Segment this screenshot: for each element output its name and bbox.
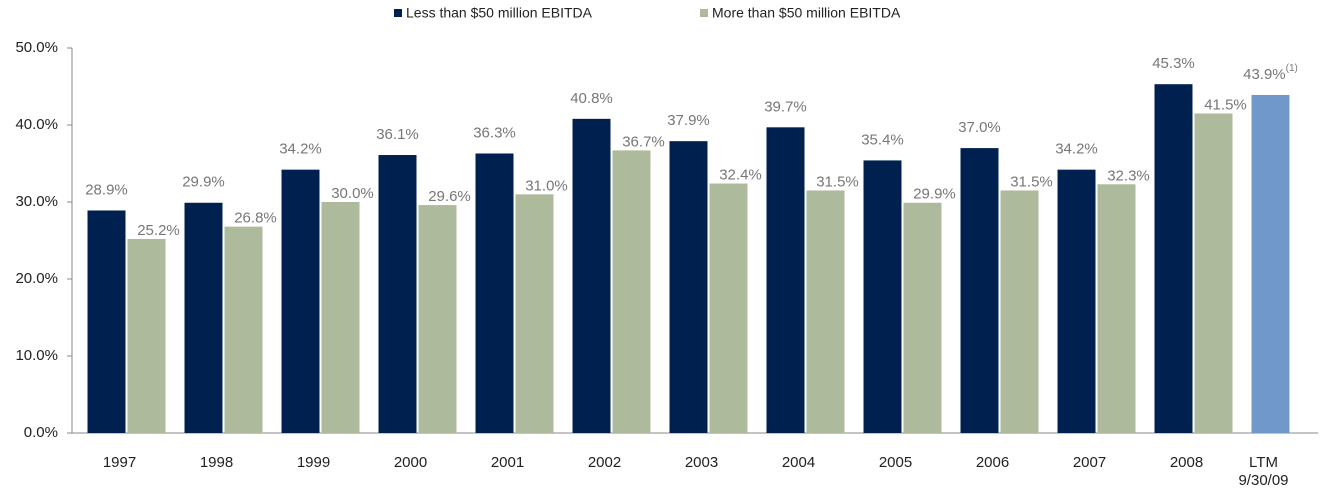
value-label: 41.5% [1204,96,1247,113]
value-label: 36.7% [622,133,665,150]
bar [709,183,748,433]
bar [475,153,514,434]
value-label: 45.3% [1152,55,1195,72]
bar [766,127,805,433]
x-tick-label: 1997 [103,454,136,471]
bar [224,226,263,433]
x-tick-label: 2007 [1073,454,1106,471]
bar [1194,113,1233,433]
x-tick-label: 1998 [200,454,233,471]
y-tick-label: 40.0% [15,116,58,133]
bar [418,205,457,433]
value-label: 37.9% [667,112,710,129]
legend-swatch [700,9,708,17]
value-label: 40.8% [570,90,613,107]
value-label: 25.2% [137,222,180,239]
value-label: 29.9% [913,186,956,203]
x-tick-label: 1999 [297,454,330,471]
bar [1154,84,1193,433]
bar [903,202,942,433]
value-label: 29.9% [182,174,225,191]
value-label-note: (1) [1286,63,1298,74]
x-tick-label: 2002 [588,454,621,471]
value-label: 37.0% [958,119,1001,136]
x-tick-label-line: LTM [1249,454,1278,471]
value-label: 35.4% [861,131,904,148]
bar [572,118,611,433]
bar [1251,94,1290,433]
value-label: 28.9% [85,181,128,198]
value-label: 29.6% [428,188,471,205]
bar [1000,190,1039,433]
value-label: 36.1% [376,126,419,143]
y-tick-label: 10.0% [15,347,58,364]
x-tick-label: LTM 9/30/09 [1238,454,1288,489]
bar [281,169,320,433]
value-label: 32.4% [719,166,762,183]
value-label: 26.8% [234,210,277,227]
bar [87,210,126,433]
x-tick-label-line: 9/30/09 [1238,472,1288,489]
value-label: 34.2% [279,141,322,158]
value-label: 36.3% [473,124,516,141]
x-tick-label: 2000 [394,454,427,471]
value-label: 32.3% [1107,167,1150,184]
bar [321,202,360,433]
value-label: 34.2% [1055,141,1098,158]
legend-label: Less than $50 million EBITDA [406,5,593,21]
legend-swatch [394,9,402,17]
legend-label: More than $50 million EBITDA [712,5,901,21]
bar [960,148,999,433]
bar [863,160,902,434]
x-tick-label: 2006 [976,454,1009,471]
x-tick-label: 2001 [491,454,524,471]
x-tick-label: 2004 [782,454,815,471]
y-tick-label: 0.0% [24,424,58,441]
y-tick-label: 50.0% [15,39,58,56]
bar [1057,169,1096,433]
bar [378,155,417,433]
bar [515,194,554,433]
bar [612,150,651,433]
bar [184,202,223,433]
x-tick-label: 2003 [685,454,718,471]
value-label: 43.9%(1) [1243,63,1298,83]
value-label: 31.0% [525,177,568,194]
bar [1097,184,1136,433]
x-tick-label: 2005 [879,454,912,471]
x-tick-label: 2008 [1170,454,1203,471]
y-tick-label: 20.0% [15,270,58,287]
value-label: 31.5% [1010,173,1053,190]
bar [127,238,166,433]
value-label: 30.0% [331,185,374,202]
bar [806,190,845,433]
value-label: 31.5% [816,173,859,190]
bar [669,141,708,434]
value-label: 39.7% [764,98,807,115]
y-tick-label: 30.0% [15,193,58,210]
